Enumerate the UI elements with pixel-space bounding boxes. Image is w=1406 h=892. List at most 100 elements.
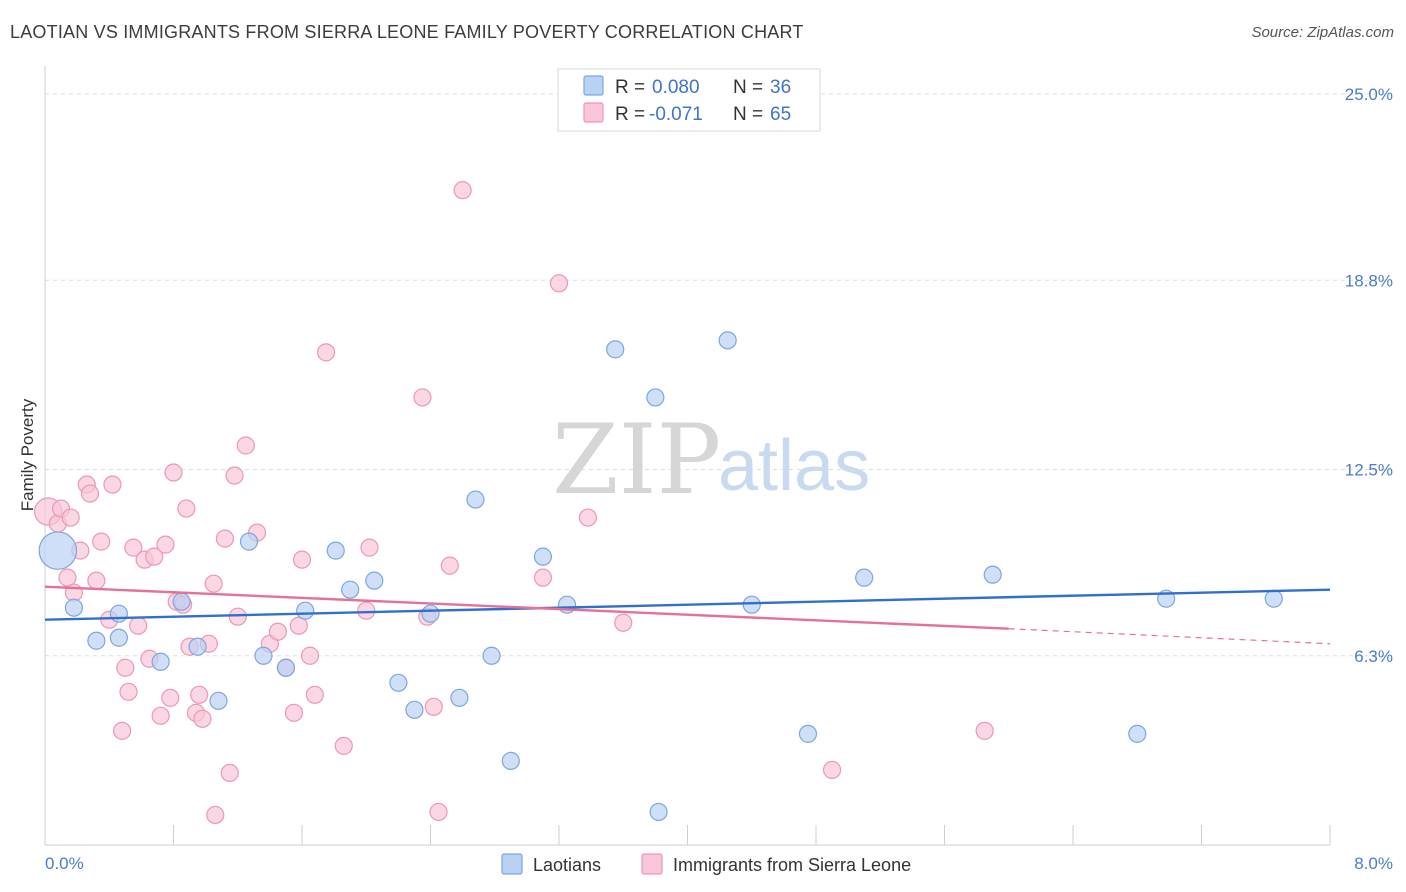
legend-bottom: Laotians Immigrants from Sierra Leone <box>501 853 911 875</box>
sierra-leone-point <box>164 463 183 482</box>
laotian-point <box>151 652 170 671</box>
laotian-point <box>742 595 761 614</box>
trend-line-sierra-leone <box>44 585 1009 630</box>
laotian-point <box>341 580 360 599</box>
laotian-point <box>501 751 520 770</box>
laotian-point <box>109 628 128 647</box>
series-sierra-leone <box>34 181 994 825</box>
laotian-point <box>533 547 553 566</box>
laotian-point <box>1128 724 1147 743</box>
bottom-legend-swatch-laotians <box>501 853 523 875</box>
sierra-leone-point <box>822 760 842 780</box>
sierra-leone-point <box>124 538 143 557</box>
sierra-leone-point <box>268 622 288 641</box>
sierra-leone-point <box>413 388 432 407</box>
legend-r-value-sierra-leone: -0.071 <box>649 104 703 125</box>
sierra-leone-point <box>112 721 132 740</box>
sierra-leone-point <box>614 613 633 632</box>
bottom-legend-swatch-sierra-leone <box>641 853 663 875</box>
legend-swatch-laotians <box>583 75 604 96</box>
sierra-leone-point <box>236 436 255 455</box>
sierra-leone-point <box>228 607 247 626</box>
y-tick-label: 6.3% <box>1354 647 1393 666</box>
laotian-point <box>38 531 78 570</box>
y-tick-label: 12.5% <box>1345 461 1393 480</box>
sierra-leone-point <box>453 181 472 200</box>
sierra-leone-point <box>549 274 569 293</box>
legend-swatch-sierra-leone <box>583 102 604 123</box>
laotian-point <box>254 646 273 665</box>
sierra-leone-point <box>92 532 111 551</box>
laotian-point <box>421 604 440 623</box>
sierra-leone-point <box>193 709 212 728</box>
bottom-legend-label-sierra-leone: Immigrants from Sierra Leone <box>673 855 911 875</box>
sierra-leone-point <box>151 706 170 725</box>
sierra-leone-point <box>177 499 196 518</box>
sierra-leone-point <box>129 616 148 635</box>
sierra-leone-point <box>578 508 598 527</box>
sierra-leone-point <box>220 763 239 783</box>
sierra-leone-point <box>284 703 304 722</box>
laotian-point <box>1264 589 1283 608</box>
sierra-leone-point <box>292 550 312 569</box>
sierra-leone-point <box>305 685 324 704</box>
laotian-point <box>326 541 345 560</box>
x-tick-label-min: 0.0% <box>45 854 84 873</box>
trend-lines <box>44 585 1331 645</box>
bottom-legend-label-laotians: Laotians <box>533 855 601 875</box>
sierra-leone-point <box>103 475 122 494</box>
legend-n-value-sierra-leone: 65 <box>770 104 791 125</box>
legend-n-value-laotians: 36 <box>770 77 791 98</box>
laotian-point <box>649 802 668 822</box>
sierra-leone-point <box>204 574 223 593</box>
sierra-leone-point <box>300 646 320 665</box>
laotian-point <box>606 340 625 359</box>
legend-n-label-sierra-leone: N = <box>733 104 763 125</box>
laotian-point <box>109 604 128 623</box>
laotian-point <box>172 592 191 611</box>
source-credit: Source: ZipAtlas.com <box>1251 24 1394 41</box>
sierra-leone-point <box>289 616 308 635</box>
sierra-leone-point <box>145 547 164 566</box>
laotian-point <box>209 691 228 710</box>
sierra-leone-point <box>533 568 553 587</box>
laotian-point <box>983 565 1002 584</box>
sierra-leone-point <box>334 736 353 755</box>
sierra-leone-point <box>156 535 175 554</box>
legend-top: R = 0.080 N = 36 R = -0.071 N = 65 <box>557 68 821 132</box>
sierra-leone-point <box>61 508 80 527</box>
chart-title: LAOTIAN VS IMMIGRANTS FROM SIERRA LEONE … <box>10 22 804 42</box>
watermark-atlas: atlas <box>718 426 870 506</box>
sierra-leone-point <box>975 721 994 740</box>
watermark: ZIP atlas <box>552 404 870 516</box>
legend-n-label-laotians: N = <box>733 77 763 98</box>
laotian-point <box>855 568 874 587</box>
sierra-leone-point <box>119 682 138 701</box>
x-tick-label-max: 8.0% <box>1354 854 1393 873</box>
sierra-leone-point <box>215 529 234 548</box>
laotian-point <box>87 631 106 650</box>
trend-line-laotians <box>44 588 1331 621</box>
laotian-point <box>466 490 485 509</box>
legend-r-label-sierra-leone: R = <box>615 104 645 125</box>
laotian-point <box>389 673 408 692</box>
sierra-leone-point <box>116 658 135 677</box>
legend-r-value-laotians: 0.080 <box>652 77 700 98</box>
laotian-point <box>405 700 424 719</box>
axes <box>44 66 1331 846</box>
sierra-leone-point <box>429 802 448 822</box>
laotian-point <box>365 571 384 590</box>
sierra-leone-point <box>424 697 443 716</box>
watermark-zip: ZIP <box>552 404 721 516</box>
trend-line-extension-sierra-leone <box>1008 628 1331 645</box>
legend-r-label-laotians: R = <box>615 77 645 98</box>
sierra-leone-point <box>190 685 209 704</box>
grid-lines <box>45 93 1390 657</box>
sierra-leone-point <box>80 484 100 503</box>
laotian-point <box>718 331 737 350</box>
y-axis-title: Family Poverty <box>18 398 37 511</box>
laotian-point <box>482 646 501 665</box>
y-tick-label: 25.0% <box>1345 85 1393 104</box>
tick-labels: 6.3% 12.5% 18.8% 25.0% 0.0% 8.0% <box>45 85 1393 873</box>
